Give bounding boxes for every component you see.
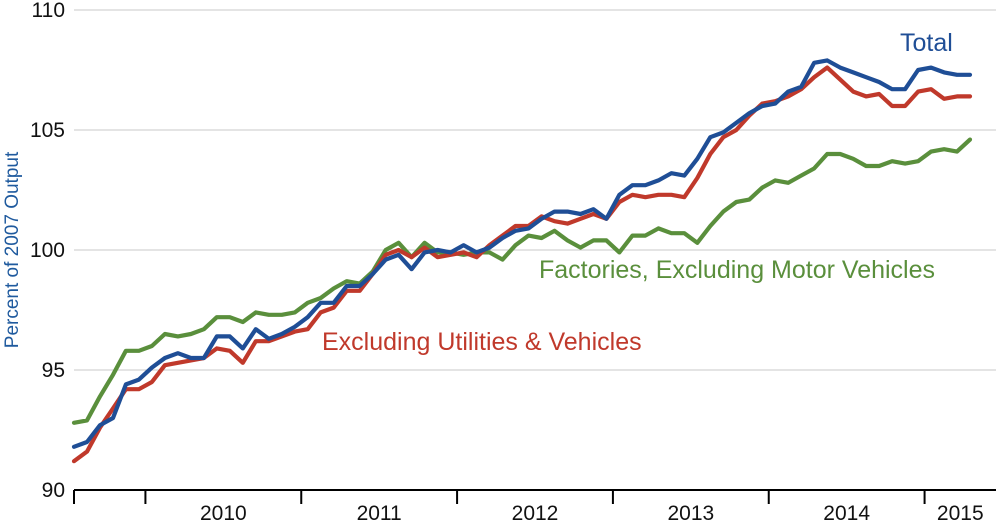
x-tick-label-2013: 2013 [667,502,714,524]
series-line-factories [71,137,973,425]
gridlines [74,9,996,371]
y-tick-label-105: 105 [30,119,65,142]
x-tick-label-2012: 2012 [512,502,559,524]
y-tick-label-100: 100 [30,239,65,262]
series-lines [71,58,973,464]
y-tick-label-90: 90 [42,479,65,502]
series-label-excluding: Excluding Utilities & Vehicles [322,328,642,356]
x-tick-label-2011: 2011 [357,502,402,524]
y-axis-label: Percent of 2007 Output [2,151,23,348]
x-tick-label-2010: 2010 [200,502,247,524]
x-axis: 2010 2011 2012 2013 2014 2015 [73,489,996,524]
y-axis-ticks: 90 95 100 105 110 [30,0,65,502]
series-label-total: Total [900,29,953,57]
series-label-factories: Factories, Excluding Motor Vehicles [539,256,935,284]
series-line-total [71,58,973,449]
y-tick-label-110: 110 [32,0,65,22]
y-tick-label-95: 95 [42,359,65,382]
series-line-excluding [71,65,973,464]
x-tick-label-2015: 2015 [937,502,984,524]
x-tick-label-2014: 2014 [823,502,870,524]
